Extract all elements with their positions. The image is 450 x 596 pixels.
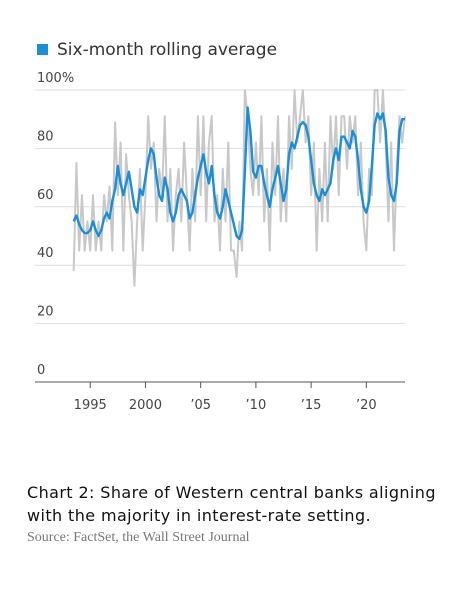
y-tick-label: 60 — [37, 188, 54, 203]
y-tick-label: 40 — [37, 246, 54, 261]
x-tick-label: ’20 — [356, 398, 377, 413]
x-tick-label: 1995 — [74, 398, 107, 413]
x-tick-label: ’15 — [301, 398, 322, 413]
y-tick-label: 80 — [37, 129, 54, 144]
y-tick-label: 20 — [37, 305, 54, 320]
caption: Chart 2: Share of Western central banks … — [27, 483, 436, 525]
series-line — [72, 106, 405, 241]
y-tick-label: 100% — [37, 71, 74, 86]
legend-swatch — [37, 44, 48, 55]
y-tick-label: 0 — [37, 363, 45, 378]
x-tick-label: ’10 — [246, 398, 267, 413]
x-tick-label: ’05 — [190, 398, 211, 413]
chart: 0 20 40 60 80 100% 1995 2000 ’05 ’10 ’15 ’20 Six-mon… — [35, 40, 406, 413]
legend-label: Six-month rolling average — [57, 40, 277, 60]
series-line — [72, 89, 406, 287]
x-tick-label: 2000 — [129, 398, 162, 413]
source: Source: FactSet, the Wall Street Journal — [27, 530, 250, 545]
